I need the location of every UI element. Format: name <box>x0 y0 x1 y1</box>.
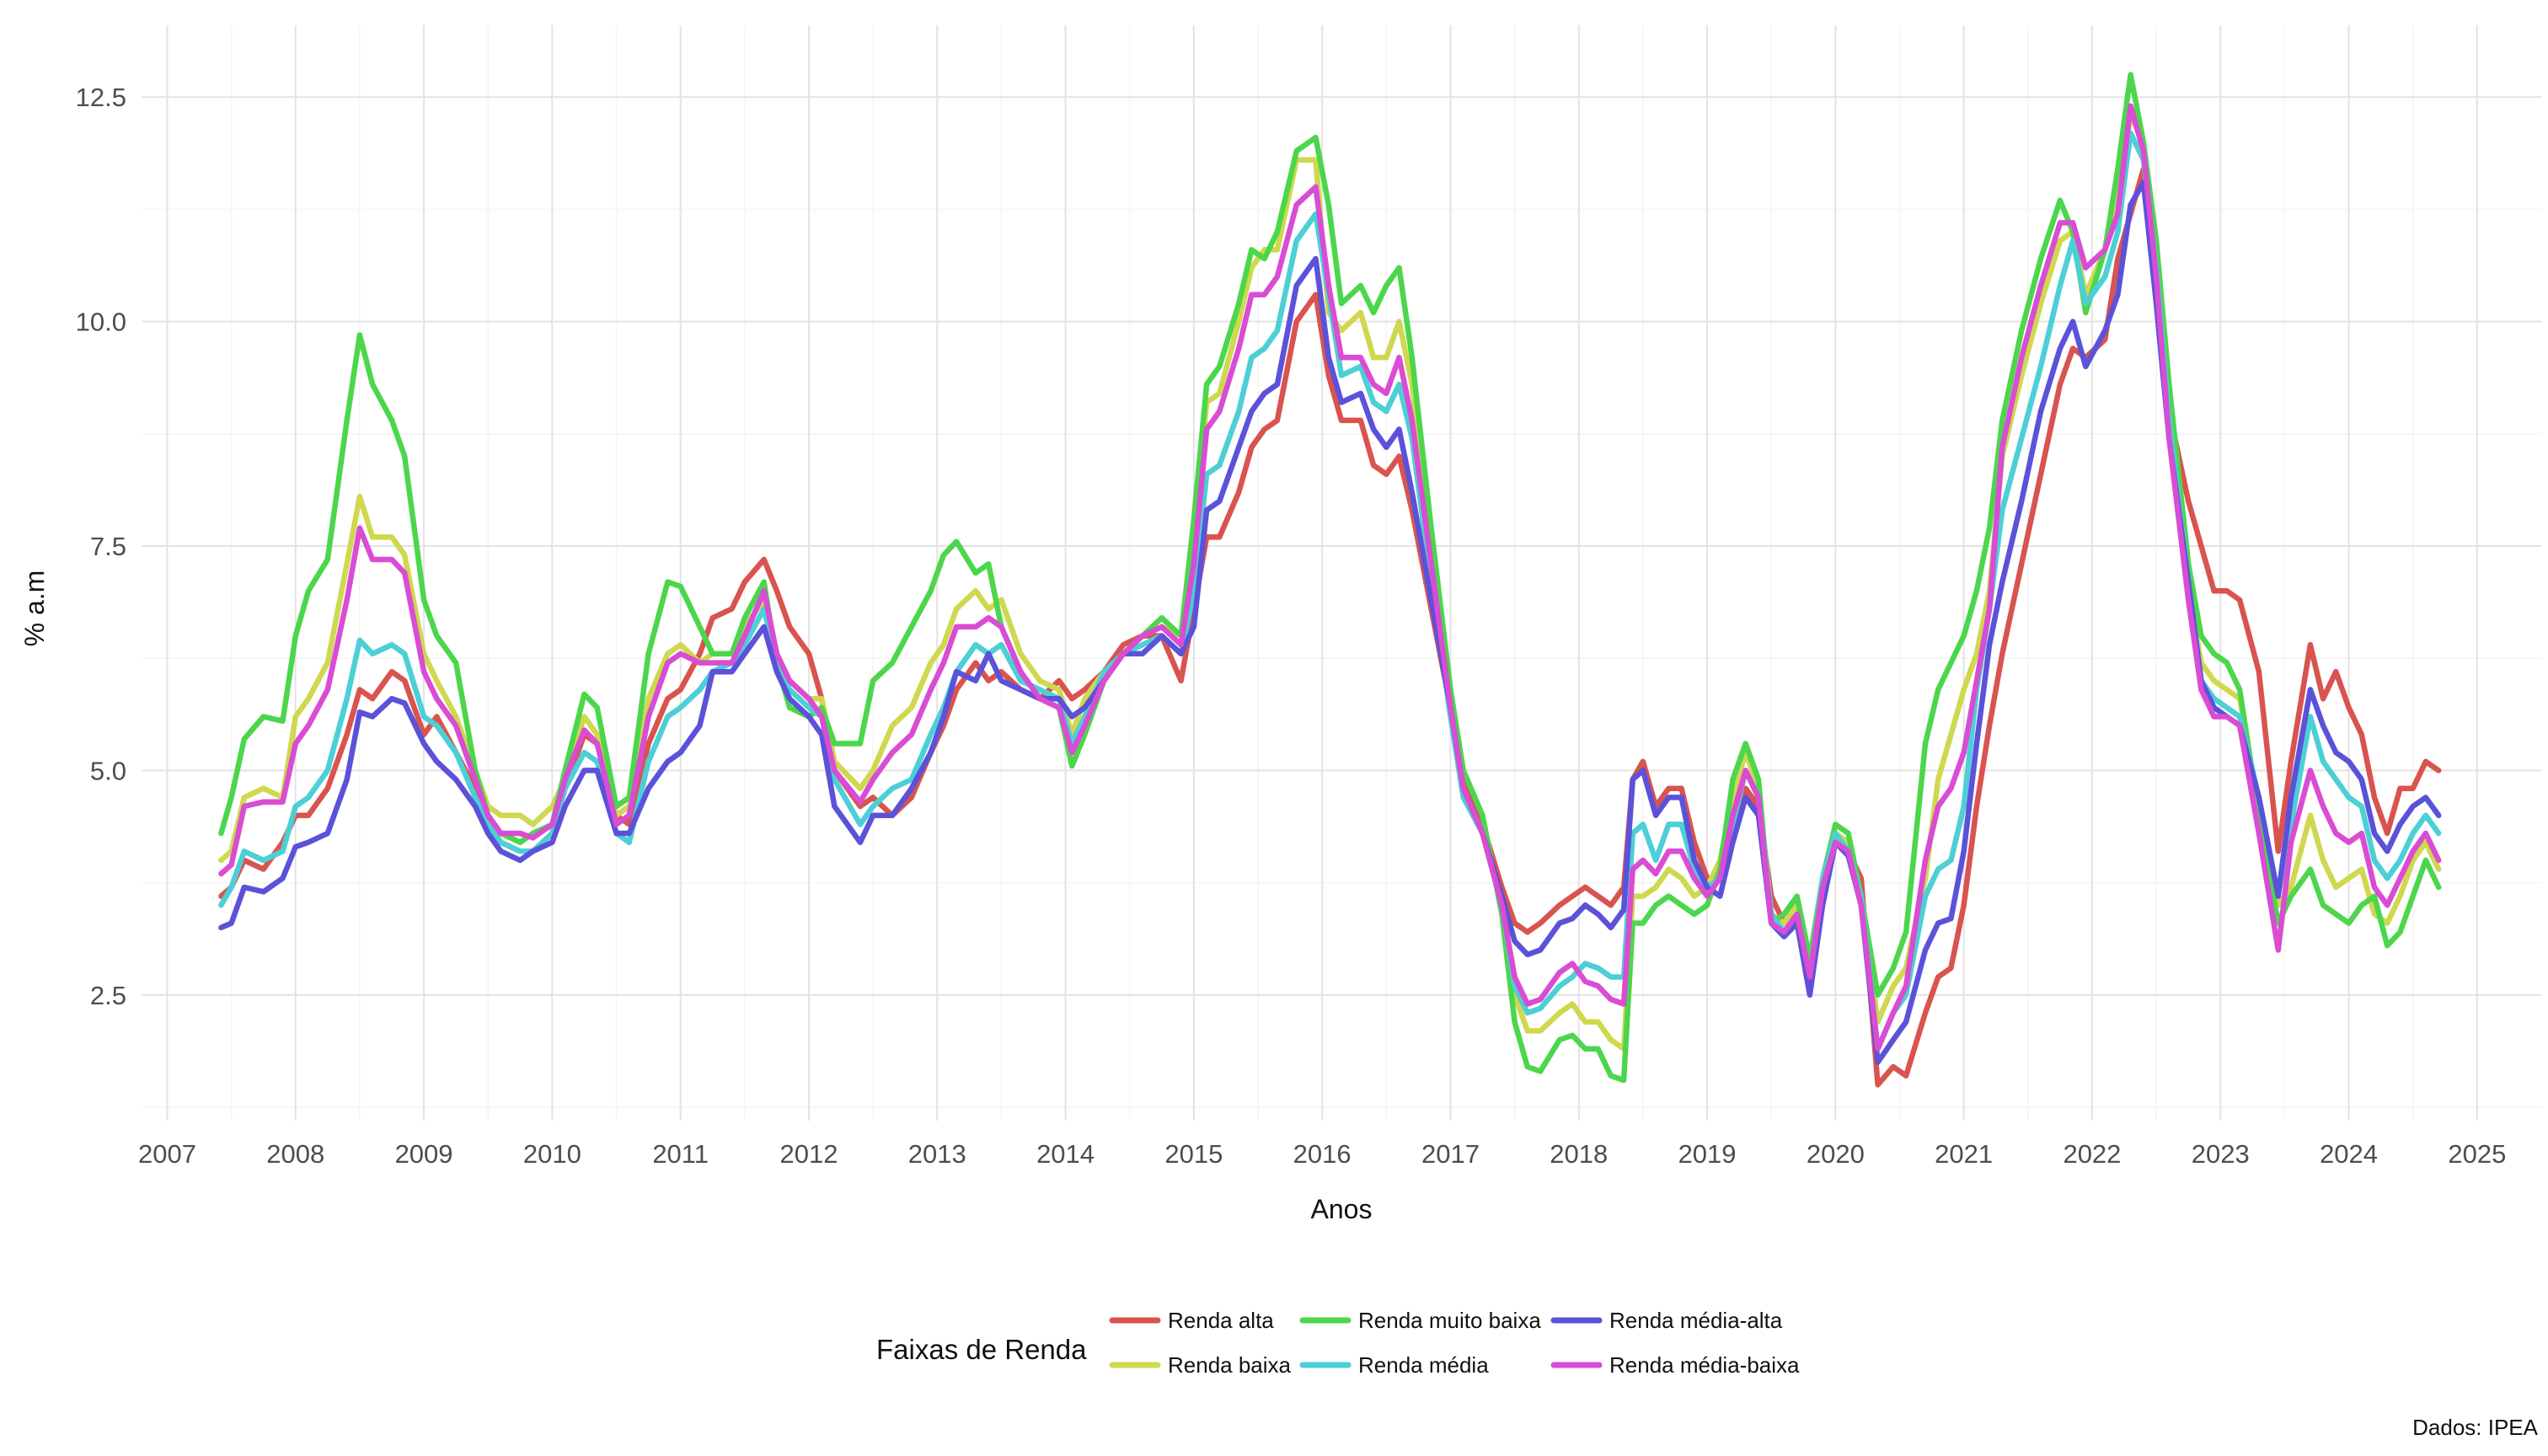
x-tick-label: 2024 <box>2320 1139 2378 1169</box>
series-line <box>218 72 2442 1084</box>
x-tick-label: 2022 <box>2063 1139 2121 1169</box>
x-tick-label: 2011 <box>652 1139 709 1169</box>
x-tick-label: 2020 <box>1807 1139 1865 1169</box>
series-line <box>218 179 2442 1065</box>
legend-title: Faixas de Renda <box>876 1334 1087 1365</box>
x-tick-label: 2015 <box>1164 1139 1223 1169</box>
x-tick-label: 2021 <box>1935 1139 1993 1169</box>
legend-label: Renda média-baixa <box>1609 1352 1800 1378</box>
y-tick-label: 2.5 <box>90 981 126 1010</box>
x-tick-label: 2009 <box>395 1139 453 1169</box>
minor-grid <box>142 25 2541 1121</box>
x-tick-label: 2025 <box>2448 1139 2506 1169</box>
legend-label: Renda baixa <box>1168 1352 1292 1378</box>
x-tick-label: 2014 <box>1036 1139 1095 1169</box>
x-tick-label: 2010 <box>523 1139 581 1169</box>
y-tick-label: 5.0 <box>90 756 126 785</box>
y-tick-label: 10.0 <box>76 308 126 337</box>
x-tick-label: 2012 <box>779 1139 838 1169</box>
series-line <box>218 103 2442 1052</box>
legend-label: Renda média <box>1358 1352 1489 1378</box>
legend: Faixas de Renda Renda alta Renda baixa Ren… <box>876 1308 1800 1378</box>
x-tick-label: 2016 <box>1293 1139 1352 1169</box>
x-tick-label: 2019 <box>1678 1139 1737 1169</box>
x-tick-label: 2007 <box>138 1139 196 1169</box>
y-tick-label: 12.5 <box>76 83 126 112</box>
y-tick-label: 7.5 <box>90 532 126 561</box>
legend-label: Renda alta <box>1168 1308 1274 1333</box>
x-tick-label: 2008 <box>266 1139 324 1169</box>
x-tick-label: 2013 <box>908 1139 966 1169</box>
series-lines <box>218 72 2442 1088</box>
major-grid <box>142 25 2541 1121</box>
x-tick-label: 2017 <box>1421 1139 1480 1169</box>
data-source-caption: Dados: IPEA <box>2412 1415 2539 1440</box>
legend-label: Renda muito baixa <box>1358 1308 1541 1333</box>
x-tick-label: 2018 <box>1550 1139 1608 1169</box>
x-axis-title: Anos <box>1311 1194 1373 1224</box>
y-axis-title: % a.m <box>19 570 50 647</box>
y-axis-ticks: 2.5 5.0 7.5 10.0 12.5 <box>76 83 126 1010</box>
legend-label: Renda média-alta <box>1609 1308 1783 1333</box>
x-axis-ticks: 2007 2008 2009 2010 2011 2012 2013 2014 2015 2016… <box>138 1139 2506 1169</box>
series-line <box>218 130 2442 1052</box>
x-tick-label: 2023 <box>2192 1139 2250 1169</box>
